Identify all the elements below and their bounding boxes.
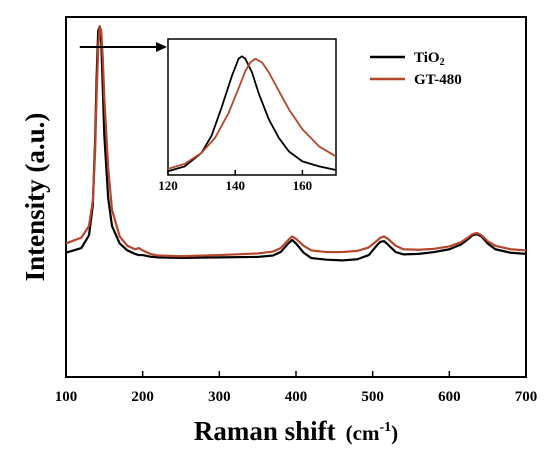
inset-x-tick-label-140: 140 <box>225 178 245 193</box>
main-x-tick-label-300: 300 <box>208 389 231 405</box>
main-x-tick-label-200: 200 <box>131 389 154 405</box>
main-x-ticks: 100 200 300 400 500 600 700 <box>55 371 538 405</box>
inset-series-line-gt480 <box>167 57 337 170</box>
legend: TiO2 GT-480 <box>370 50 462 88</box>
x-axis-title: Raman shift (cm-1) <box>194 416 398 446</box>
main-x-tick-label-600: 600 <box>438 389 461 405</box>
main-x-tick-label-700: 700 <box>515 389 538 405</box>
main-series-line-gt480 <box>65 25 527 258</box>
inset-x-ticks: 120 140 160 <box>158 170 312 193</box>
x-axis-title-unit-close: ) <box>391 421 398 445</box>
x-axis-title-unit: (cm <box>346 421 380 445</box>
main-series-group <box>65 25 527 262</box>
inset-series-line-tio2 <box>167 55 337 173</box>
main-x-tick-label-500: 500 <box>361 389 384 405</box>
legend-label-tio2: TiO2 <box>414 50 445 68</box>
y-axis-title: Intensity (a.u.) <box>20 113 50 282</box>
inset-frame <box>167 38 337 176</box>
x-axis-title-main: Raman shift <box>194 416 336 446</box>
inset-arrow <box>79 42 167 52</box>
inset-x-tick-label-120: 120 <box>158 178 178 193</box>
main-x-tick-label-400: 400 <box>285 389 308 405</box>
inset-x-tick-label-160: 160 <box>293 178 313 193</box>
main-x-tick-label-100: 100 <box>55 389 78 405</box>
inset-series-group <box>167 55 337 173</box>
legend-label-gt480: GT-480 <box>414 72 462 88</box>
x-axis-title-unit-sup: -1 <box>379 420 391 435</box>
